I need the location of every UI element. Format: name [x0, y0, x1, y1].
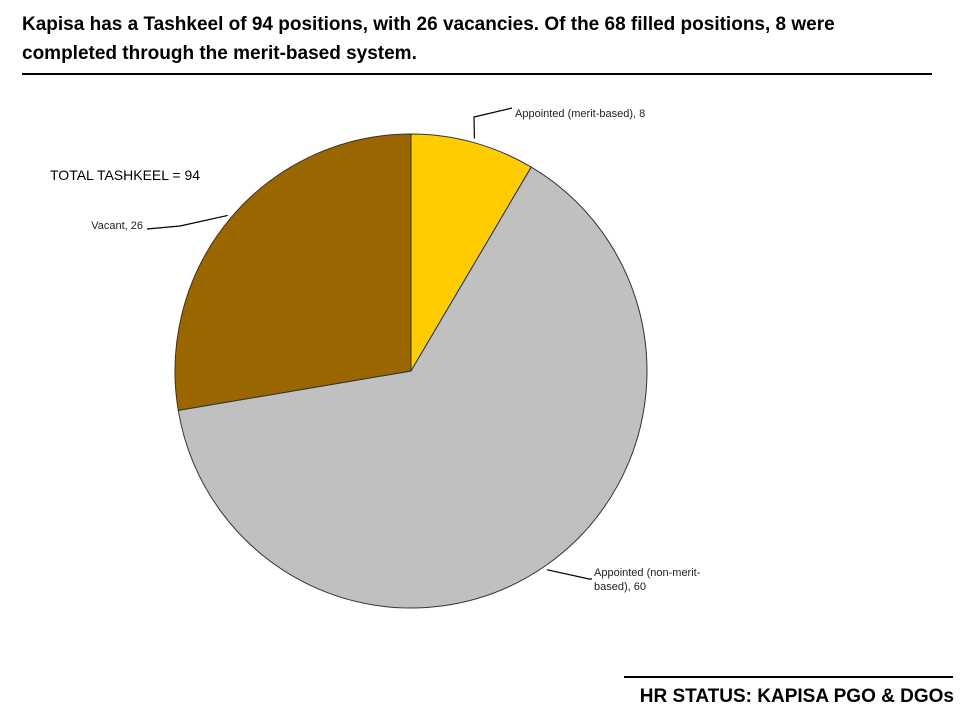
title-divider [22, 73, 932, 75]
leader-line-vacant [146, 214, 228, 230]
footer-title: HR STATUS: KAPISA PGO & DGOs [639, 686, 954, 707]
slide-title: Kapisa has a Tashkeel of 94 positions, w… [22, 14, 835, 64]
leader-line-appointed-merit-based [473, 107, 513, 139]
total-tashkeel-label: TOTAL TASHKEEL = 94 [50, 167, 201, 183]
footer-divider [624, 676, 953, 678]
pie-slice-appointed-merit-based [410, 133, 532, 373]
data-label-appointed-non-merit-based: Appointed (non-merit-based), 60 [594, 567, 701, 593]
data-label-vacant: Vacant, 26 [91, 220, 143, 232]
leader-line-appointed-non-merit-based [546, 569, 592, 580]
pie-slice-appointed-non-merit-based [177, 166, 648, 609]
pie-slice-vacant [174, 133, 412, 411]
data-label-appointed-merit-based: Appointed (merit-based), 8 [515, 108, 645, 120]
